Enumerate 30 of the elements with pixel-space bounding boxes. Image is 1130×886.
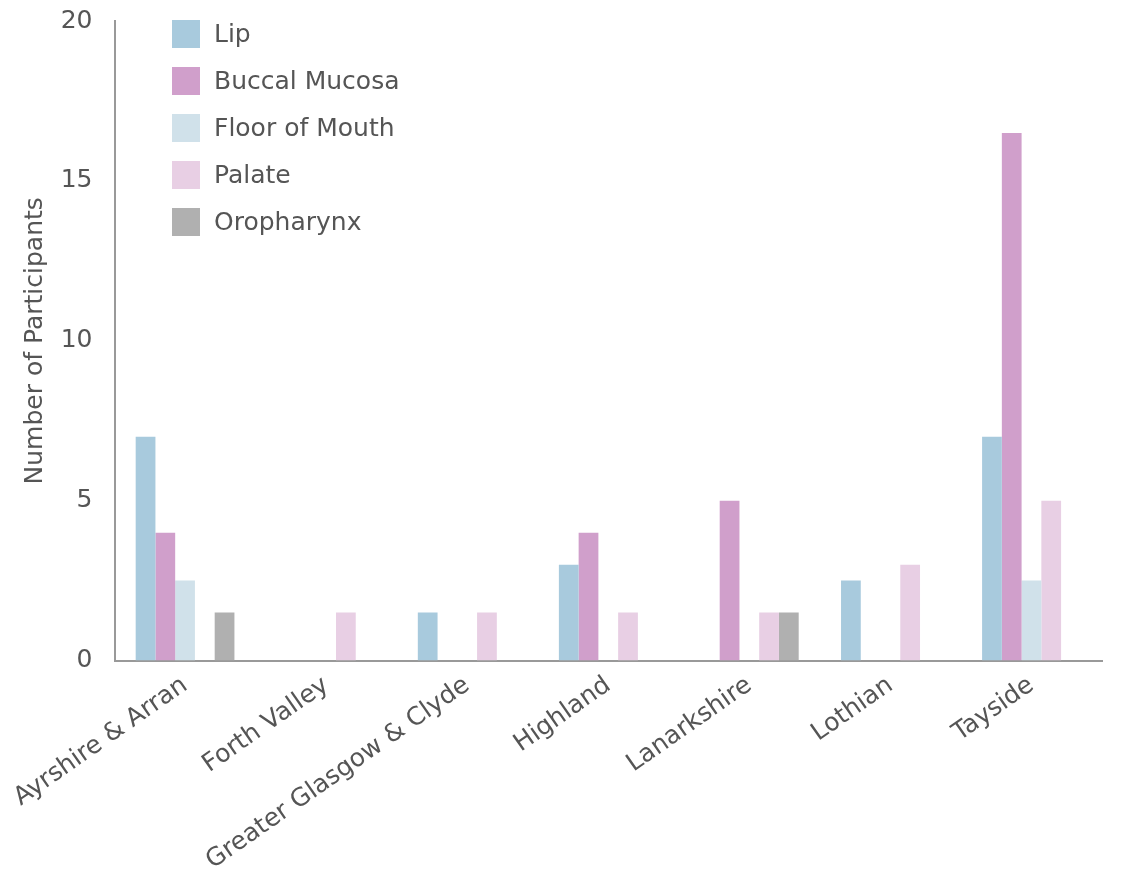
bar [558, 564, 579, 661]
legend-label: Palate [214, 160, 291, 189]
y-tick-label: 20 [60, 4, 93, 34]
bar [578, 532, 599, 661]
legend-label: Lip [214, 19, 251, 48]
y-tick-label: 5 [76, 484, 93, 514]
bar [1001, 132, 1022, 661]
bar [759, 612, 779, 661]
bar [618, 612, 638, 661]
bar [1041, 500, 1062, 661]
bar [778, 612, 799, 661]
bar [982, 436, 1002, 661]
bar [1021, 580, 1042, 661]
bar [719, 500, 740, 661]
bar [900, 564, 921, 661]
bar [135, 436, 156, 661]
y-tick-label: 15 [60, 164, 93, 194]
y-axis-title: Number of Participants [19, 197, 49, 485]
bar [841, 580, 861, 661]
legend-label: Oropharynx [214, 207, 362, 236]
legend-label: Buccal Mucosa [214, 66, 400, 95]
bar [214, 612, 235, 661]
bar [477, 612, 497, 661]
bar [155, 532, 176, 661]
bar [417, 612, 438, 661]
y-tick-label: 0 [76, 644, 93, 674]
bar [175, 580, 195, 661]
legend-label: Floor of Mouth [214, 113, 395, 142]
y-tick-label: 10 [60, 324, 93, 354]
bar [336, 612, 356, 661]
